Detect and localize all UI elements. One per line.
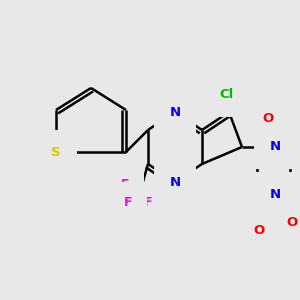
Text: O: O: [254, 224, 265, 238]
Text: Cl: Cl: [220, 88, 234, 101]
Text: S: S: [51, 146, 61, 158]
Text: O: O: [286, 217, 298, 230]
Text: F: F: [124, 196, 132, 209]
Text: N: N: [269, 140, 281, 154]
Text: O: O: [262, 112, 274, 124]
Text: N: N: [169, 176, 181, 188]
Text: F: F: [121, 178, 129, 191]
Text: F: F: [144, 196, 152, 209]
Text: N: N: [269, 188, 281, 200]
Text: N: N: [169, 106, 181, 118]
